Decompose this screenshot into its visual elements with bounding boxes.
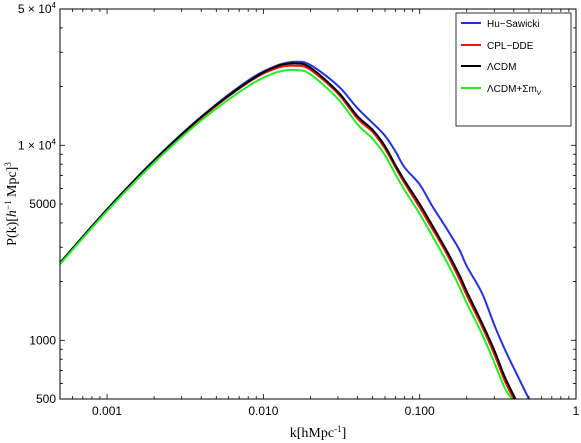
legend-entry-hu-sawicki: Hu−Sawicki bbox=[461, 19, 540, 30]
legend-entry-lcdm-mnu: ΛCDM+Σmν bbox=[461, 84, 541, 97]
series-line-cpl-dde bbox=[60, 64, 515, 399]
legend-label-cpl-dde: CPL−DDE bbox=[487, 41, 534, 52]
x-tick-label: 0.010 bbox=[248, 404, 278, 418]
legend-entry-lcdm: ΛCDM bbox=[461, 62, 516, 73]
x-axis-ticks: 0.001 0.010 0.100 1 bbox=[59, 9, 580, 418]
series-line-lcdm bbox=[60, 62, 517, 399]
x-axis-label: k[hMpc-1] bbox=[290, 424, 347, 441]
legend-box bbox=[455, 12, 572, 127]
y-axis-label: P(k)[h−1 Mpc]3 bbox=[3, 162, 20, 246]
x-tick-label: 0.100 bbox=[405, 404, 435, 418]
series-group bbox=[60, 60, 530, 399]
x-tick-label: 0.001 bbox=[92, 404, 122, 418]
y-tick-label: 5 × 104 bbox=[18, 1, 57, 16]
y-tick-label: 1 × 104 bbox=[18, 137, 57, 152]
legend-label-lcdm: ΛCDM bbox=[487, 62, 516, 73]
legend-entry-cpl-dde: CPL−DDE bbox=[461, 41, 534, 52]
legend-label-hu-sawicki: Hu−Sawicki bbox=[487, 19, 540, 30]
legend: Hu−Sawicki CPL−DDE ΛCDM ΛCDM+Σmν bbox=[455, 12, 572, 127]
y-tick-label: 500 bbox=[36, 392, 56, 406]
series-line-lcdm-mnu bbox=[60, 68, 513, 399]
y-tick-label: 5000 bbox=[29, 197, 56, 211]
y-tick-label: 1000 bbox=[29, 333, 56, 347]
legend-label-lcdm-mnu: ΛCDM+Σmν bbox=[487, 84, 541, 97]
y-axis-ticks: 500 1000 5000 1 × 104 5 × 104 bbox=[18, 1, 576, 406]
x-tick-label: 1 bbox=[573, 404, 580, 418]
